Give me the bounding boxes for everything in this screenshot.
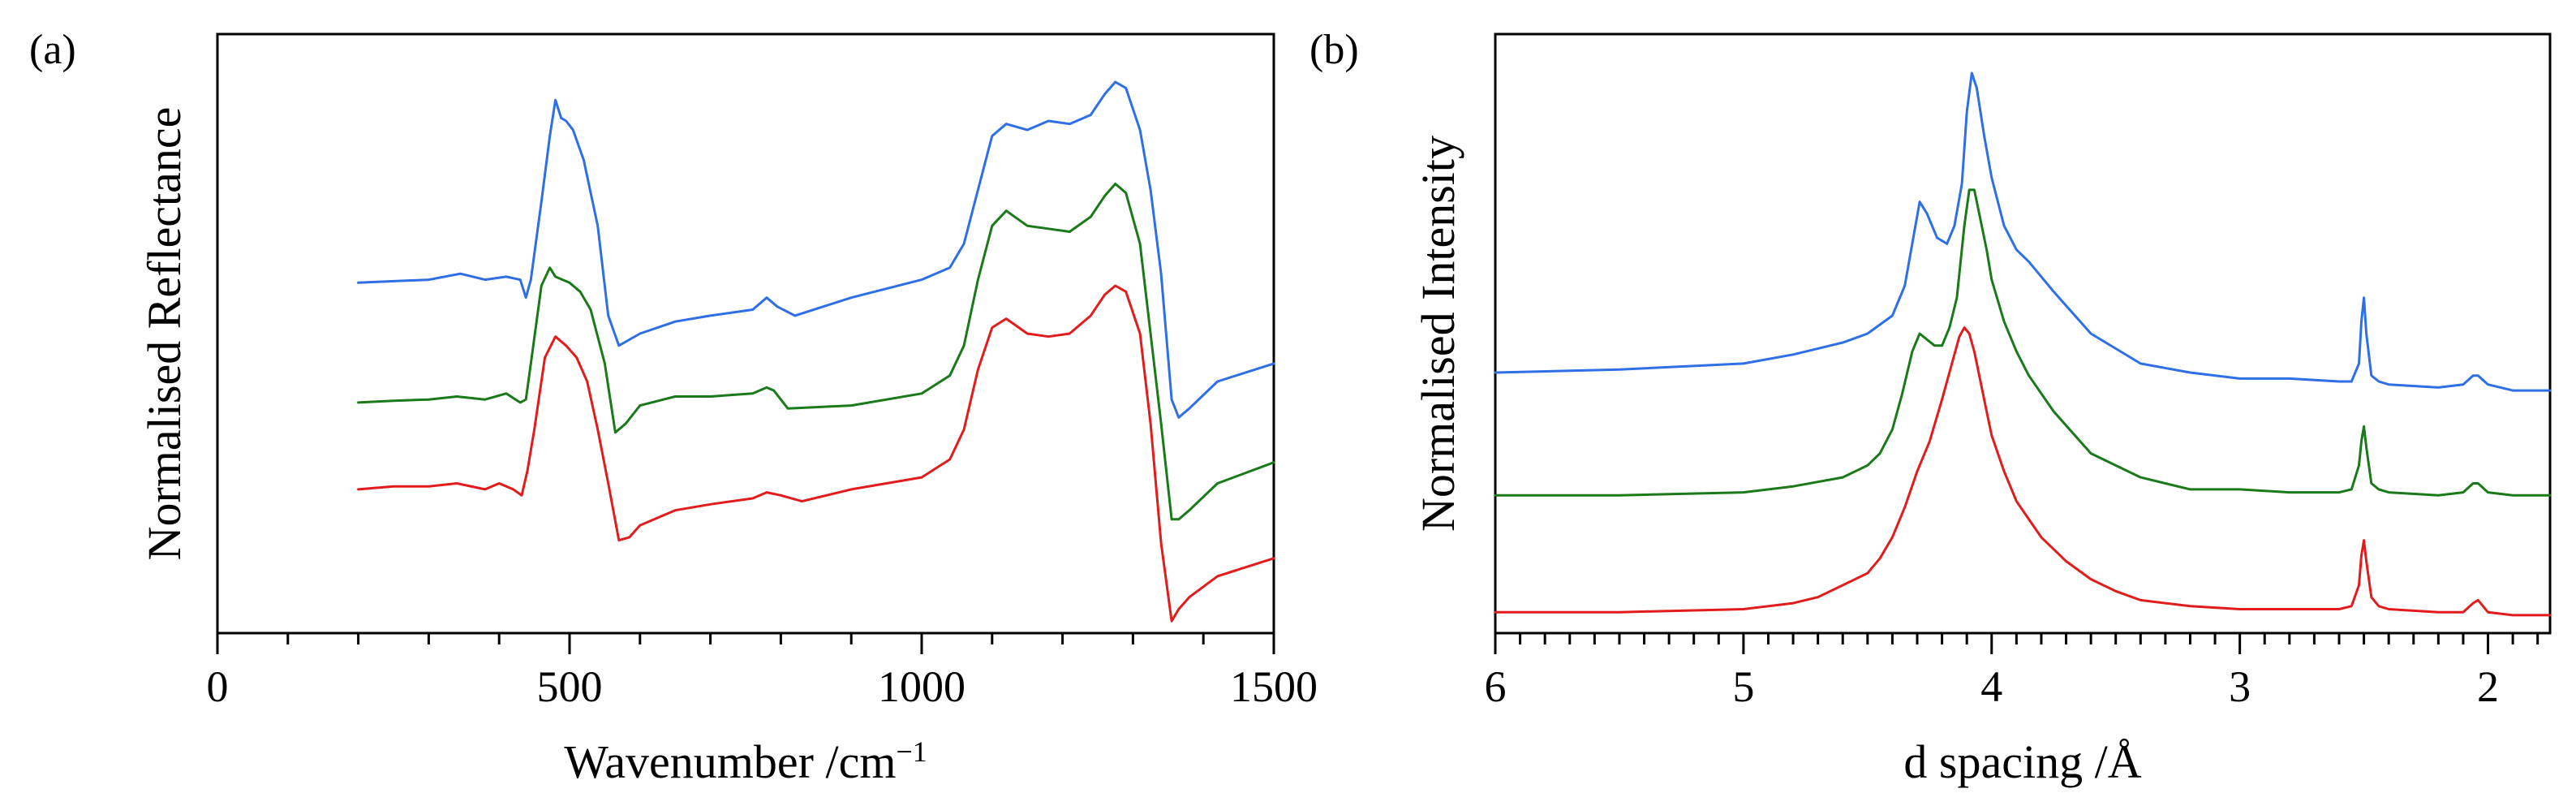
panel-a-tick-labels: 0 500 1000 1500	[207, 662, 1318, 711]
panel-a-series	[357, 80, 1275, 623]
panel-b-series-top	[1494, 71, 2552, 392]
panel-b-series-middle	[1494, 188, 2552, 497]
panel-b-tick-label: 2	[2477, 662, 2499, 711]
panel-b-tick-label: 3	[2229, 662, 2251, 711]
panel-b-x-axis-label: d spacing /Å	[1903, 735, 2141, 788]
panel-b-frame	[1494, 32, 2552, 635]
panel-b-label: (b)	[1310, 27, 1359, 73]
panel-a-ticks	[216, 633, 1275, 654]
panel-a-x-axis-label-sup: −1	[896, 735, 927, 768]
panel-a-frame	[216, 32, 1275, 635]
panel-b-tick-label: 5	[1732, 662, 1754, 711]
panel-a-series-bottom	[357, 284, 1275, 623]
panel-a-series-top	[357, 80, 1275, 419]
panel-a-y-axis-label: Normalised Reflectance	[138, 107, 191, 561]
panel-b-y-axis-label: Normalised Intensity	[1412, 136, 1464, 532]
panel-b-series-bottom	[1494, 326, 2552, 617]
panel-b-tick-label: 6	[1485, 662, 1507, 711]
panel-a-label: (a)	[29, 27, 76, 73]
panel-a-tick-label: 1500	[1230, 662, 1318, 711]
panel-a-tick-label: 500	[537, 662, 603, 711]
panel-b-ticks	[1494, 633, 2539, 654]
panel-a-series-middle	[357, 183, 1275, 521]
panel-b-tick-labels: 6 5 4 3 2	[1485, 662, 2500, 711]
panel-a: (a) Normalised Reflectance Wavenumber /c…	[29, 27, 1318, 788]
panel-b: (b) Normalised Intensity d spacing /Å 6 5…	[1310, 27, 2552, 788]
panel-a-tick-label: 0	[207, 662, 229, 711]
panel-b-tick-label: 4	[1980, 662, 2002, 711]
panel-a-x-axis-label-main: Wavenumber /cm	[564, 735, 896, 788]
panel-a-tick-label: 1000	[878, 662, 965, 711]
panel-b-series	[1494, 71, 2552, 617]
panel-a-x-axis-label: Wavenumber /cm−1	[564, 735, 927, 788]
